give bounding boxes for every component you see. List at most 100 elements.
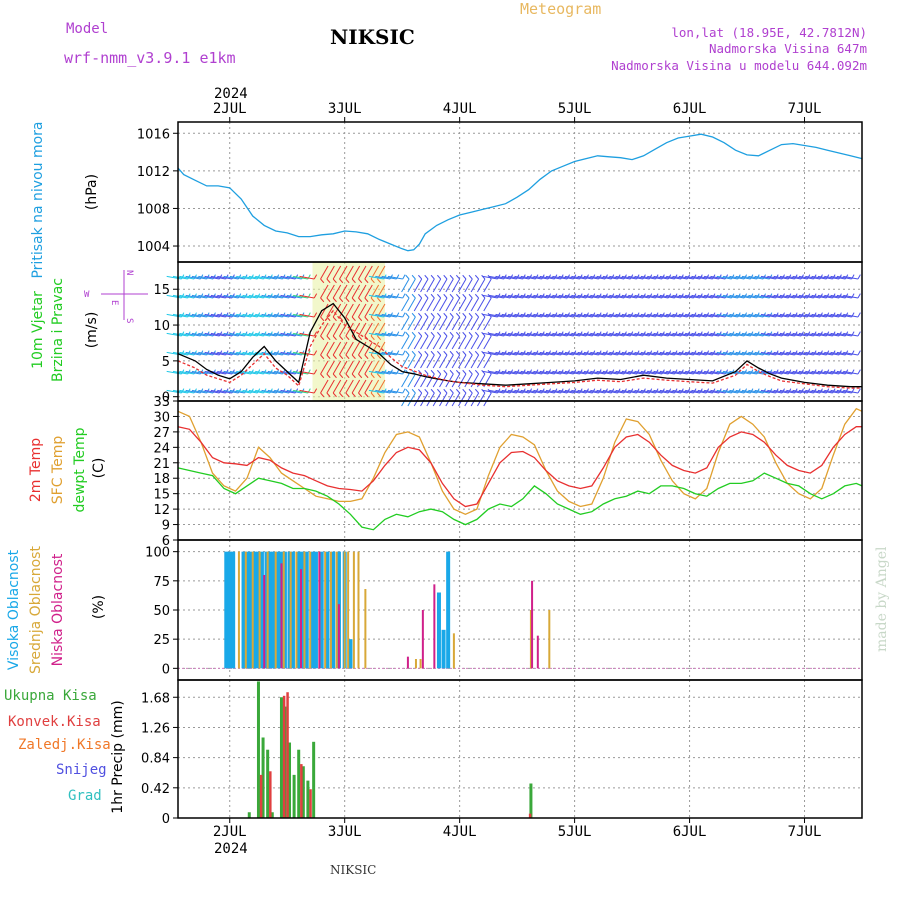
- wind-barb: [577, 370, 593, 375]
- wind-barb: [482, 332, 498, 337]
- wind-barb-head: [370, 316, 375, 322]
- wind-barb: [760, 389, 776, 394]
- cloud-bar: [296, 551, 301, 669]
- wind-barb: [217, 294, 233, 299]
- wind-barb: [420, 278, 429, 293]
- wind-barb: [571, 351, 587, 356]
- wind-barb: [223, 275, 239, 280]
- wind-barb: [666, 332, 682, 337]
- wind-barb: [274, 294, 290, 299]
- wind-barb: [420, 335, 429, 350]
- wind-barb: [185, 275, 201, 280]
- wind-barb: [710, 389, 726, 394]
- wind-barb: [760, 313, 776, 318]
- wind-barb-head: [339, 354, 344, 360]
- elevation-label: Nadmorska Visina 647m: [709, 41, 867, 56]
- wind-barb: [590, 389, 606, 394]
- wind-barb: [526, 294, 542, 299]
- wind-barb-head: [332, 392, 337, 398]
- wind-barb: [413, 278, 423, 293]
- wind-barb-head: [370, 354, 375, 360]
- wind-barb: [217, 275, 233, 280]
- wind-barb: [552, 332, 568, 337]
- wind-barb: [590, 275, 606, 280]
- wind-barb: [596, 313, 612, 318]
- wind-barb: [805, 332, 821, 337]
- wind-barb: [293, 332, 308, 337]
- cloud-bar: [251, 551, 254, 669]
- cloud-bar: [300, 569, 303, 669]
- wind-unit: (m/s): [84, 312, 100, 349]
- wind-barb: [451, 297, 461, 312]
- wind-barb: [697, 313, 713, 318]
- wind-barb: [817, 275, 833, 280]
- wind-barb-head: [443, 312, 448, 318]
- wind-barb: [779, 294, 795, 299]
- wind-barb: [704, 294, 719, 299]
- panel-frame-1: [177, 121, 863, 263]
- wind-barb: [482, 370, 498, 375]
- wind-barb: [836, 294, 852, 299]
- wind-barb: [716, 389, 732, 394]
- wind-barb: [748, 332, 764, 337]
- cloud-bar: [313, 551, 318, 669]
- wind-barb-head: [345, 316, 350, 322]
- wind-barb: [615, 351, 631, 356]
- wind-barb: [413, 373, 423, 388]
- wind-barb: [640, 313, 656, 318]
- wind-barb: [634, 351, 650, 356]
- wind-barb-head: [481, 388, 486, 394]
- wind-barb: [320, 341, 329, 356]
- wind-barb: [320, 265, 329, 280]
- compass-e: E: [109, 300, 119, 305]
- wind-barb: [659, 275, 675, 280]
- wind-barb: [685, 275, 700, 280]
- y-ticks: 1004100810121016051015691215182124273033…: [137, 127, 178, 827]
- wind-barb: [236, 370, 252, 375]
- wind-barb: [754, 370, 770, 375]
- wind-barb: [545, 313, 561, 318]
- wind-barb: [248, 275, 264, 280]
- wind-barb-head: [405, 312, 410, 318]
- wind-barb: [320, 379, 329, 394]
- wind-barb: [779, 313, 795, 318]
- wind-barb: [843, 351, 859, 356]
- wind-barb: [741, 351, 757, 356]
- dewpt-line: [177, 467, 863, 531]
- temp-unit: (C): [91, 458, 107, 479]
- wind-barb: [602, 313, 618, 318]
- lonlat-label: lon,lat (18.95E, 42.7812N): [671, 25, 867, 40]
- wind-barb: [274, 389, 290, 394]
- wind-barb: [204, 389, 220, 394]
- wind-barb: [735, 313, 751, 318]
- cloud-bar: [452, 633, 455, 669]
- wind-barb: [179, 294, 195, 299]
- wind-barb: [261, 370, 277, 375]
- wind-barb: [545, 275, 561, 280]
- wind-barb: [489, 313, 504, 318]
- wind-barb: [413, 392, 423, 407]
- wind-barb-head: [332, 297, 337, 303]
- wind-barb-head: [430, 331, 435, 337]
- wind-barb: [571, 389, 587, 394]
- y-tick-label: 5: [162, 355, 170, 370]
- wind-barb: [451, 392, 461, 407]
- wind-barb: [830, 294, 846, 299]
- cloud-bar: [347, 551, 350, 669]
- wind-barb-head: [332, 316, 337, 322]
- wind-barb: [805, 313, 821, 318]
- wind-barb-head: [411, 369, 416, 375]
- wind-barb-head: [455, 369, 461, 375]
- cloud-bar: [357, 551, 360, 669]
- pressure-unit: (hPa): [84, 174, 100, 210]
- wind-barb-head: [857, 312, 861, 318]
- wind-barb: [843, 313, 859, 318]
- wind-barb: [748, 389, 764, 394]
- wind-barb: [489, 389, 504, 394]
- wind-barb: [685, 294, 700, 299]
- wind-barb-head: [437, 369, 442, 375]
- wind-barb: [286, 313, 302, 318]
- wind-barb: [545, 332, 561, 337]
- wind-barb-head: [402, 312, 406, 318]
- cloud-unit: (%): [91, 595, 107, 619]
